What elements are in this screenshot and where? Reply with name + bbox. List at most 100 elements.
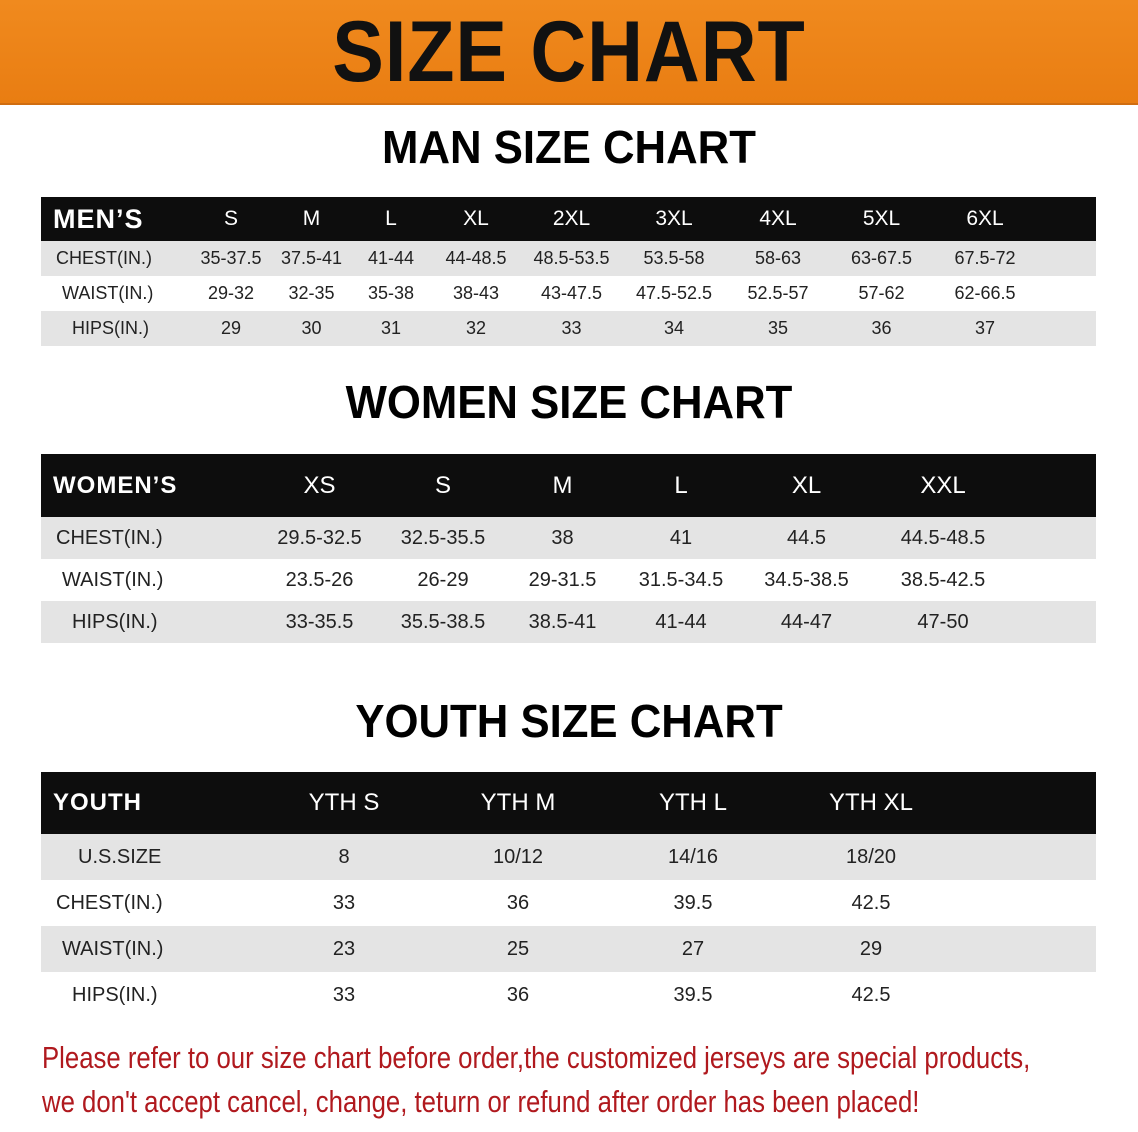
banner: SIZE CHART bbox=[0, 0, 1138, 105]
table-header-label: YOUTH bbox=[41, 772, 257, 834]
empty-cell bbox=[961, 972, 1096, 1018]
table-header-label: MEN’S bbox=[41, 197, 190, 241]
men-size-table: MEN’S S M L XL 2XL 3XL 4XL 5XL 6XL CHEST(IN.) 35-37… bbox=[41, 197, 1096, 346]
measurement-cell: 47-50 bbox=[872, 601, 1014, 643]
measurement-cell: 36 bbox=[830, 311, 933, 346]
measurement-cell: 29 bbox=[781, 926, 961, 972]
measurement-cell: 63-67.5 bbox=[830, 241, 933, 276]
measurement-cell: 31 bbox=[351, 311, 431, 346]
size-header: 2XL bbox=[521, 197, 622, 241]
measurement-cell: 8 bbox=[257, 834, 431, 880]
size-header: 6XL bbox=[933, 197, 1037, 241]
measurement-cell: 44.5 bbox=[741, 517, 872, 559]
order-notice: Please refer to our size chart before or… bbox=[42, 1036, 1031, 1124]
measurement-cell: 32.5-35.5 bbox=[382, 517, 504, 559]
size-header: S bbox=[190, 197, 272, 241]
notice-line-2: we don't accept cancel, change, teturn o… bbox=[42, 1084, 920, 1119]
youth-size-table: YOUTH YTH S YTH M YTH L YTH XL U.S.SIZE 8 10/12… bbox=[41, 772, 1096, 1018]
row-label: HIPS(IN.) bbox=[41, 311, 190, 346]
table-row: CHEST(IN.) 33 36 39.5 42.5 bbox=[41, 880, 1096, 926]
size-header: 4XL bbox=[726, 197, 830, 241]
measurement-cell: 33-35.5 bbox=[257, 601, 382, 643]
empty-cell bbox=[1014, 601, 1096, 643]
measurement-cell: 32-35 bbox=[272, 276, 351, 311]
measurement-cell: 38.5-42.5 bbox=[872, 559, 1014, 601]
empty-cell bbox=[961, 880, 1096, 926]
measurement-cell: 48.5-53.5 bbox=[521, 241, 622, 276]
notice-line-1: Please refer to our size chart before or… bbox=[42, 1040, 1031, 1075]
table-row: WAIST(IN.) 23 25 27 29 bbox=[41, 926, 1096, 972]
table-row: WAIST(IN.) 29-32 32-35 35-38 38-43 43-47.5 47.… bbox=[41, 276, 1096, 311]
size-header: M bbox=[272, 197, 351, 241]
size-header: XL bbox=[741, 454, 872, 517]
measurement-cell: 29-32 bbox=[190, 276, 272, 311]
empty-cell bbox=[1014, 559, 1096, 601]
size-header: L bbox=[351, 197, 431, 241]
row-label: U.S.SIZE bbox=[41, 834, 257, 880]
size-header: L bbox=[621, 454, 741, 517]
measurement-cell: 36 bbox=[431, 972, 605, 1018]
row-label: WAIST(IN.) bbox=[41, 559, 257, 601]
size-header: 3XL bbox=[622, 197, 726, 241]
empty-cell bbox=[1037, 311, 1096, 346]
measurement-cell: 14/16 bbox=[605, 834, 781, 880]
measurement-cell: 57-62 bbox=[830, 276, 933, 311]
header-row: YOUTH YTH S YTH M YTH L YTH XL bbox=[41, 772, 1096, 834]
size-header: YTH L bbox=[605, 772, 781, 834]
measurement-cell: 23.5-26 bbox=[257, 559, 382, 601]
empty-cell bbox=[1014, 517, 1096, 559]
row-label: WAIST(IN.) bbox=[41, 926, 257, 972]
measurement-cell: 37.5-41 bbox=[272, 241, 351, 276]
empty-cell bbox=[1014, 454, 1096, 517]
measurement-cell: 35-38 bbox=[351, 276, 431, 311]
measurement-cell: 44.5-48.5 bbox=[872, 517, 1014, 559]
row-label: HIPS(IN.) bbox=[41, 601, 257, 643]
youth-section-title: YOUTH SIZE CHART bbox=[355, 695, 783, 747]
measurement-cell: 35-37.5 bbox=[190, 241, 272, 276]
row-label: CHEST(IN.) bbox=[41, 880, 257, 926]
measurement-cell: 23 bbox=[257, 926, 431, 972]
measurement-cell: 29-31.5 bbox=[504, 559, 621, 601]
women-size-table: WOMEN’S XS S M L XL XXL CHEST(IN.) 29.5-32.5 32.5… bbox=[41, 454, 1096, 643]
measurement-cell: 44-48.5 bbox=[431, 241, 521, 276]
size-header: YTH XL bbox=[781, 772, 961, 834]
table-row: HIPS(IN.) 29 30 31 32 33 34 35 36 37 bbox=[41, 311, 1096, 346]
measurement-cell: 27 bbox=[605, 926, 781, 972]
measurement-cell: 26-29 bbox=[382, 559, 504, 601]
size-header: XXL bbox=[872, 454, 1014, 517]
size-header: 5XL bbox=[830, 197, 933, 241]
measurement-cell: 32 bbox=[431, 311, 521, 346]
measurement-cell: 18/20 bbox=[781, 834, 961, 880]
empty-cell bbox=[961, 772, 1096, 834]
measurement-cell: 52.5-57 bbox=[726, 276, 830, 311]
size-header: XL bbox=[431, 197, 521, 241]
empty-cell bbox=[961, 926, 1096, 972]
measurement-cell: 30 bbox=[272, 311, 351, 346]
size-header: M bbox=[504, 454, 621, 517]
header-row: WOMEN’S XS S M L XL XXL bbox=[41, 454, 1096, 517]
measurement-cell: 62-66.5 bbox=[933, 276, 1037, 311]
banner-title: SIZE CHART bbox=[332, 4, 806, 100]
measurement-cell: 31.5-34.5 bbox=[621, 559, 741, 601]
measurement-cell: 35 bbox=[726, 311, 830, 346]
measurement-cell: 29.5-32.5 bbox=[257, 517, 382, 559]
measurement-cell: 41-44 bbox=[621, 601, 741, 643]
header-row: MEN’S S M L XL 2XL 3XL 4XL 5XL 6XL bbox=[41, 197, 1096, 241]
measurement-cell: 43-47.5 bbox=[521, 276, 622, 311]
measurement-cell: 42.5 bbox=[781, 880, 961, 926]
measurement-cell: 47.5-52.5 bbox=[622, 276, 726, 311]
measurement-cell: 39.5 bbox=[605, 880, 781, 926]
size-header: XS bbox=[257, 454, 382, 517]
measurement-cell: 67.5-72 bbox=[933, 241, 1037, 276]
measurement-cell: 44-47 bbox=[741, 601, 872, 643]
measurement-cell: 35.5-38.5 bbox=[382, 601, 504, 643]
measurement-cell: 53.5-58 bbox=[622, 241, 726, 276]
table-row: CHEST(IN.) 29.5-32.5 32.5-35.5 38 41 44.5 44.5… bbox=[41, 517, 1096, 559]
measurement-cell: 39.5 bbox=[605, 972, 781, 1018]
table-row: CHEST(IN.) 35-37.5 37.5-41 41-44 44-48.5 48.5… bbox=[41, 241, 1096, 276]
measurement-cell: 29 bbox=[190, 311, 272, 346]
table-header-label: WOMEN’S bbox=[41, 454, 257, 517]
table-row: WAIST(IN.) 23.5-26 26-29 29-31.5 31.5-34.5 34… bbox=[41, 559, 1096, 601]
measurement-cell: 25 bbox=[431, 926, 605, 972]
size-header: YTH M bbox=[431, 772, 605, 834]
